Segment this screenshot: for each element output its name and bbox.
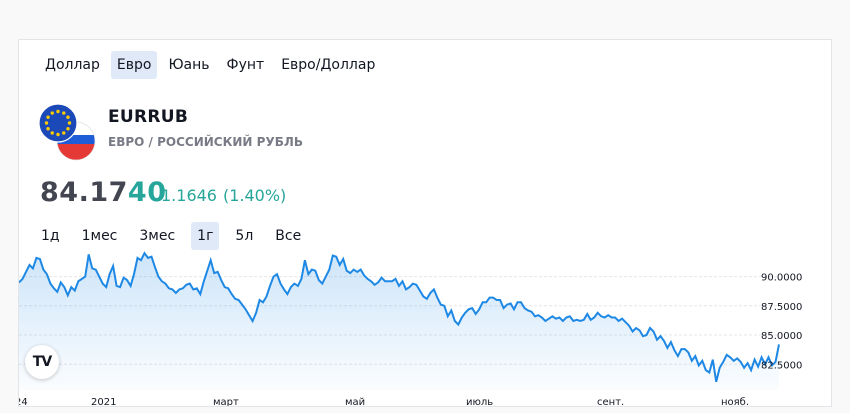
x-tick-label: сент. <box>597 397 624 406</box>
eur-rub-flag-icon <box>38 103 96 161</box>
eu-star-icon <box>62 131 66 135</box>
y-tick-label: 90.0000 <box>761 273 802 284</box>
range-1y[interactable]: 1г <box>191 222 220 250</box>
currency-widget: Доллар Евро Юань Фунт Евро/Доллар EURRUB… <box>18 39 832 407</box>
eu-star-icon <box>46 127 50 131</box>
tab-dollar[interactable]: Доллар <box>45 57 100 73</box>
currency-tabs: Доллар Евро Юань Фунт Евро/Доллар <box>39 51 386 79</box>
tab-yuan[interactable]: Юань <box>168 57 210 73</box>
x-tick-label: нояб. <box>721 397 749 406</box>
change-percent: (1.40%) <box>222 186 287 205</box>
instrument-name: ЕВРО / РОССИЙСКИЙ РУБЛЬ <box>108 135 303 149</box>
instrument-symbol: EURRUB <box>108 107 189 127</box>
range-all[interactable]: Все <box>275 228 302 244</box>
tab-euro[interactable]: Евро <box>110 51 158 79</box>
eu-star-icon <box>50 131 54 135</box>
tab-pound[interactable]: Фунт <box>226 57 265 73</box>
eu-star-icon <box>50 111 54 115</box>
eu-star-icon <box>56 109 60 114</box>
eu-star-icon <box>66 127 70 131</box>
range-selector: 1д 1мес 3мес 1г 5л Все <box>35 222 317 250</box>
x-tick-label: май <box>345 397 365 406</box>
price-main: 84.17 <box>40 177 128 208</box>
y-tick-label: 85.0000 <box>761 331 802 342</box>
tradingview-logo-icon[interactable]: TV <box>25 345 59 379</box>
change-absolute: 1.1646 <box>161 186 217 205</box>
current-price: 84.1740 <box>40 177 166 208</box>
x-tick-label: 24 <box>19 397 28 406</box>
y-tick-label: 82.5000 <box>761 360 802 371</box>
price-chart[interactable]: 90.0000 87.5000 85.0000 82.5000 24 2021 март м… <box>19 245 831 406</box>
range-3m[interactable]: 3мес <box>139 228 176 244</box>
price-area <box>19 253 779 390</box>
range-5y[interactable]: 5л <box>235 228 254 244</box>
price-change: 1.1646 (1.40%) <box>161 186 292 205</box>
x-tick-label: 2021 <box>91 397 116 406</box>
range-1d[interactable]: 1д <box>41 228 60 244</box>
eu-star-icon <box>67 121 72 125</box>
price-tail: 40 <box>127 177 167 208</box>
tab-eur-usd[interactable]: Евро/Доллар <box>281 57 376 73</box>
x-tick-label: март <box>213 397 239 406</box>
eu-star-icon <box>46 115 50 119</box>
range-1m[interactable]: 1мес <box>81 228 118 244</box>
eu-star-icon <box>66 115 70 119</box>
eu-star-icon <box>44 121 49 125</box>
price-line <box>19 251 780 383</box>
x-tick-label: июль <box>466 397 493 406</box>
y-tick-label: 87.5000 <box>761 302 802 313</box>
eu-star-icon <box>56 132 60 137</box>
eu-star-icon <box>62 111 66 115</box>
